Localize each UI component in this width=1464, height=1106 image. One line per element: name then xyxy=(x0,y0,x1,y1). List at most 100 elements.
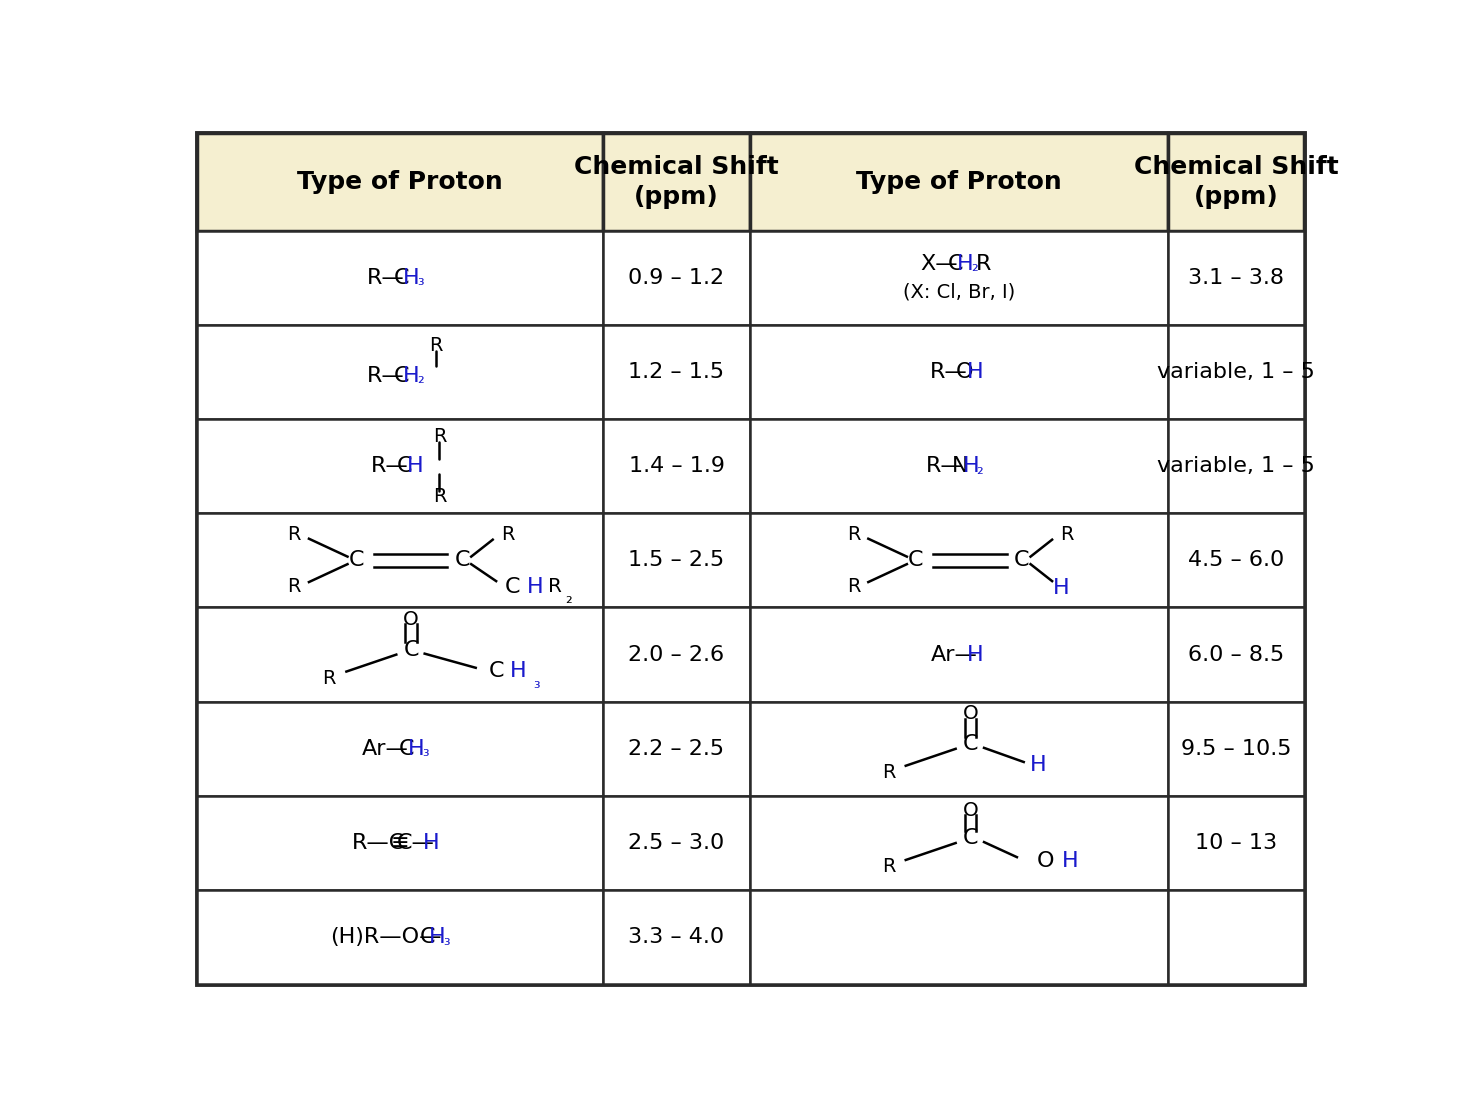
Text: H: H xyxy=(407,456,423,477)
Bar xyxy=(603,419,751,513)
Bar xyxy=(751,231,1168,325)
Text: C—: C— xyxy=(397,833,435,853)
Bar xyxy=(1168,513,1304,607)
Text: Ar—: Ar— xyxy=(362,739,408,759)
Text: H: H xyxy=(966,645,982,665)
Text: 1.2 – 1.5: 1.2 – 1.5 xyxy=(628,362,725,382)
Text: ₃: ₃ xyxy=(423,742,429,761)
Text: variable, 1 – 5: variable, 1 – 5 xyxy=(1157,362,1315,382)
Text: 2.5 – 3.0: 2.5 – 3.0 xyxy=(628,833,725,853)
Bar xyxy=(751,796,1168,890)
Text: 10 – 13: 10 – 13 xyxy=(1195,833,1277,853)
Text: R: R xyxy=(433,487,447,505)
Text: 6.0 – 8.5: 6.0 – 8.5 xyxy=(1187,645,1284,665)
Text: C: C xyxy=(1013,551,1029,571)
Text: R: R xyxy=(322,669,337,688)
Bar xyxy=(196,607,603,701)
Text: R: R xyxy=(429,336,442,355)
Text: (H)R—O—: (H)R—O— xyxy=(329,927,441,947)
Text: C: C xyxy=(963,828,978,848)
Text: R—C: R—C xyxy=(353,833,406,853)
Bar xyxy=(1168,607,1304,701)
Bar xyxy=(751,513,1168,607)
Text: 2.2 – 2.5: 2.2 – 2.5 xyxy=(628,739,725,759)
Text: 2.0 – 2.6: 2.0 – 2.6 xyxy=(628,645,725,665)
Bar xyxy=(603,133,751,231)
Bar xyxy=(196,325,603,419)
Text: 1.4 – 1.9: 1.4 – 1.9 xyxy=(628,456,725,477)
Bar xyxy=(603,325,751,419)
Bar xyxy=(1168,419,1304,513)
Text: C: C xyxy=(489,660,504,680)
Text: Type of Proton: Type of Proton xyxy=(297,169,502,194)
Text: O: O xyxy=(956,362,974,382)
Text: ₃: ₃ xyxy=(444,931,449,949)
Text: R: R xyxy=(976,253,991,273)
Text: H: H xyxy=(429,927,447,947)
Text: R: R xyxy=(433,427,447,446)
Text: R—: R— xyxy=(925,456,963,477)
Bar xyxy=(603,701,751,796)
Text: Ar—: Ar— xyxy=(931,645,978,665)
Text: 3.1 – 3.8: 3.1 – 3.8 xyxy=(1187,268,1284,288)
Bar xyxy=(751,325,1168,419)
Text: H: H xyxy=(962,456,979,477)
Bar xyxy=(1168,890,1304,984)
Text: H: H xyxy=(966,362,982,382)
Text: 4.5 – 6.0: 4.5 – 6.0 xyxy=(1187,551,1284,571)
Text: Type of Proton: Type of Proton xyxy=(856,169,1061,194)
Text: C: C xyxy=(398,739,414,759)
Text: R: R xyxy=(881,857,896,876)
Text: O: O xyxy=(403,611,419,629)
Text: R—: R— xyxy=(366,268,404,288)
Bar xyxy=(196,796,603,890)
Text: C: C xyxy=(397,456,413,477)
Text: O: O xyxy=(962,705,978,723)
Bar xyxy=(751,701,1168,796)
Text: R: R xyxy=(846,524,861,543)
Text: H: H xyxy=(509,660,526,680)
Text: C: C xyxy=(963,734,978,754)
Bar xyxy=(1168,796,1304,890)
Text: H: H xyxy=(527,576,543,597)
Text: C: C xyxy=(394,366,408,386)
Bar xyxy=(196,701,603,796)
Text: H: H xyxy=(403,366,420,386)
Bar xyxy=(751,607,1168,701)
Text: H: H xyxy=(403,268,420,288)
Bar xyxy=(196,419,603,513)
Text: C: C xyxy=(394,268,408,288)
Text: C: C xyxy=(505,576,521,597)
Text: R: R xyxy=(287,524,302,543)
Text: H: H xyxy=(957,253,974,273)
Text: 0.9 – 1.2: 0.9 – 1.2 xyxy=(628,268,725,288)
Text: R: R xyxy=(549,577,562,596)
Text: ₂: ₂ xyxy=(565,589,572,607)
Text: ₂: ₂ xyxy=(971,258,978,275)
Bar xyxy=(751,890,1168,984)
Text: Chemical Shift
(ppm): Chemical Shift (ppm) xyxy=(1133,155,1338,209)
Text: ≡: ≡ xyxy=(391,833,408,853)
Text: ₂: ₂ xyxy=(417,369,425,387)
Bar xyxy=(196,133,603,231)
Bar xyxy=(1168,325,1304,419)
Text: C: C xyxy=(403,640,419,660)
Text: ₃: ₃ xyxy=(417,271,425,290)
Bar xyxy=(603,231,751,325)
Bar xyxy=(1168,231,1304,325)
Bar xyxy=(603,890,751,984)
Text: R: R xyxy=(881,763,896,782)
Text: R: R xyxy=(846,577,861,596)
Bar xyxy=(196,890,603,984)
Text: Chemical Shift
(ppm): Chemical Shift (ppm) xyxy=(574,155,779,209)
Bar xyxy=(751,133,1168,231)
Text: H: H xyxy=(423,833,439,853)
Text: ₂: ₂ xyxy=(976,460,984,478)
Text: ₃: ₃ xyxy=(534,674,540,692)
Text: 1.5 – 2.5: 1.5 – 2.5 xyxy=(628,551,725,571)
Text: R: R xyxy=(287,577,302,596)
Text: R: R xyxy=(1060,524,1073,543)
Bar xyxy=(751,419,1168,513)
Bar xyxy=(603,796,751,890)
Text: C: C xyxy=(908,551,924,571)
